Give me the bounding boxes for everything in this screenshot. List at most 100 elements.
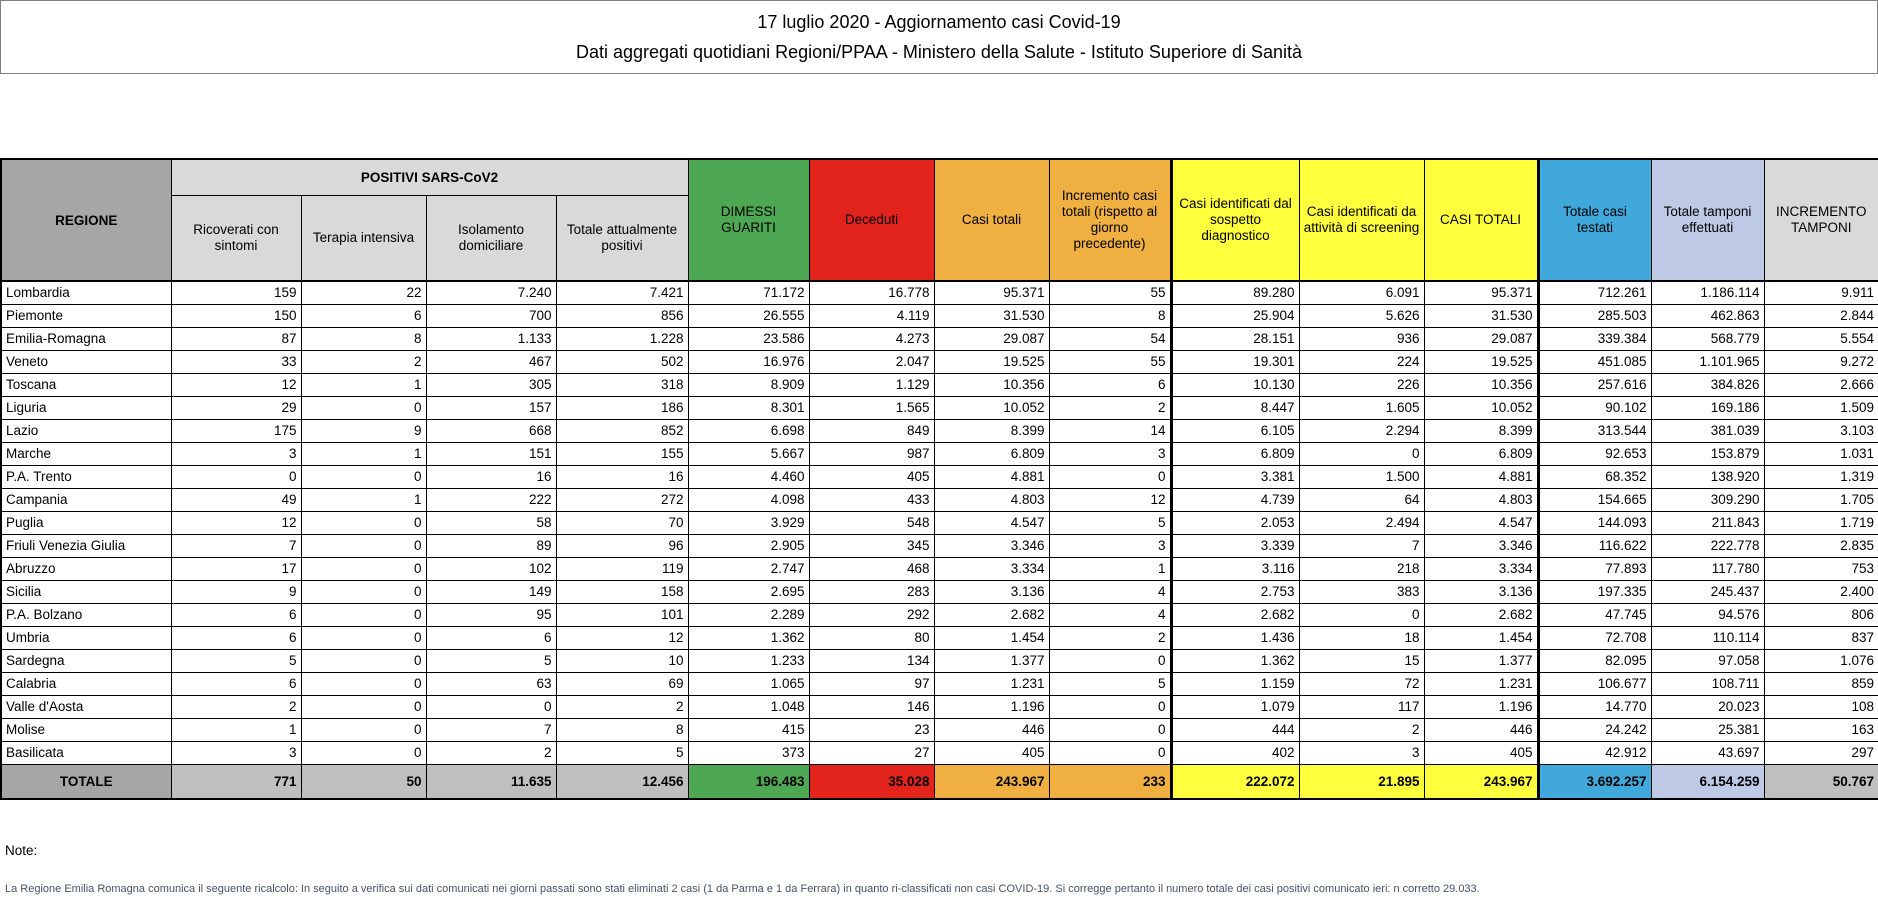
cell-region-name: Sicilia xyxy=(0,579,172,604)
cell-value: 1.076 xyxy=(1763,648,1878,673)
cell-value: 3.346 xyxy=(1423,533,1540,558)
cell-value: 2.905 xyxy=(687,533,810,558)
header-cell: Casi identificati da attività di screeni… xyxy=(1298,158,1425,282)
cell-value: 8.301 xyxy=(687,395,810,420)
cell-value: 1.454 xyxy=(933,625,1050,650)
table-footer: TOTALE 771 50 11.635 12.456 196.483 35.028 243.… xyxy=(0,763,1878,800)
cell-value: 0 xyxy=(300,625,427,650)
cell-region-name: Veneto xyxy=(0,349,172,374)
table-row: Liguria 29 0 157 186 8.301 1.565 10.052 2 8.447 1.… xyxy=(0,395,1878,420)
cell-value: 6 xyxy=(1048,372,1173,397)
cell-value: 2.289 xyxy=(687,602,810,627)
cell-value: 1.129 xyxy=(808,372,935,397)
cell-region-name: Abruzzo xyxy=(0,556,172,581)
cell-value: 1.233 xyxy=(687,648,810,673)
cell-value: 0 xyxy=(1298,602,1425,627)
cell-value: 1.565 xyxy=(808,395,935,420)
cell-value: 309.290 xyxy=(1650,487,1765,512)
cell-value: 1.719 xyxy=(1763,510,1878,535)
cell-value: 3 xyxy=(1048,533,1173,558)
cell-value: 138.920 xyxy=(1650,464,1765,489)
cell-value: 29.087 xyxy=(933,326,1050,351)
total-row: TOTALE 771 50 11.635 12.456 196.483 35.028 243.… xyxy=(0,763,1878,800)
cell-value: 700 xyxy=(425,303,557,328)
cell-value: 0 xyxy=(300,395,427,420)
cell-value: 55 xyxy=(1048,280,1173,305)
cell-value: 1 xyxy=(300,372,427,397)
cell-value: 0 xyxy=(1048,464,1173,489)
cell-value: 3 xyxy=(1048,441,1173,466)
cell-value: 5.667 xyxy=(687,441,810,466)
cell-region-name: Marche xyxy=(0,441,172,466)
cell-value: 15 xyxy=(1298,648,1425,673)
total-value: 3.692.257 xyxy=(1537,763,1652,800)
cell-value: 211.843 xyxy=(1650,510,1765,535)
header-subcell: Terapia intensiva xyxy=(300,194,427,282)
cell-value: 16.976 xyxy=(687,349,810,374)
cell-region-name: Umbria xyxy=(0,625,172,650)
cell-value: 0 xyxy=(300,464,427,489)
cell-value: 1.228 xyxy=(555,326,689,351)
header-cell: Totale casi testati xyxy=(1537,158,1652,282)
cell-value: 4.547 xyxy=(933,510,1050,535)
cell-value: 158 xyxy=(555,579,689,604)
cell-value: 95 xyxy=(425,602,557,627)
cell-value: 5 xyxy=(170,648,302,673)
cell-value: 2.053 xyxy=(1170,510,1300,535)
cell-value: 5 xyxy=(1048,671,1173,696)
cell-value: 292 xyxy=(808,602,935,627)
cell-value: 0 xyxy=(1298,441,1425,466)
cell-value: 108.711 xyxy=(1650,671,1765,696)
cell-value: 8 xyxy=(300,326,427,351)
total-value: 35.028 xyxy=(808,763,935,800)
cell-value: 4 xyxy=(1048,602,1173,627)
cell-value: 285.503 xyxy=(1537,303,1652,328)
header-cell-regione: REGIONE xyxy=(0,158,172,282)
cell-value: 373 xyxy=(687,740,810,765)
cell-value: 1.186.114 xyxy=(1650,280,1765,305)
cell-value: 31.530 xyxy=(933,303,1050,328)
cell-value: 6 xyxy=(170,671,302,696)
cell-value: 0 xyxy=(300,510,427,535)
cell-value: 1.133 xyxy=(425,326,557,351)
cell-value: 8 xyxy=(1048,303,1173,328)
cell-value: 5.626 xyxy=(1298,303,1425,328)
cell-value: 8.399 xyxy=(1423,418,1540,443)
cell-value: 283 xyxy=(808,579,935,604)
table-row: Emilia-Romagna 87 8 1.133 1.228 23.586 4.273 29… xyxy=(0,326,1878,351)
cell-value: 5 xyxy=(425,648,557,673)
cell-value: 16.778 xyxy=(808,280,935,305)
cell-value: 3.339 xyxy=(1170,533,1300,558)
report-subtitle: Dati aggregati quotidiani Regioni/PPAA -… xyxy=(575,42,1303,63)
cell-value: 117.780 xyxy=(1650,556,1765,581)
table-row: Basilicata 3 0 2 5 373 27 405 0 402 3 405 42.912 43.6… xyxy=(0,740,1878,765)
cell-value: 0 xyxy=(300,579,427,604)
cell-value: 2.666 xyxy=(1763,372,1878,397)
cell-value: 1.159 xyxy=(1170,671,1300,696)
table-row: Lazio 175 9 668 852 6.698 849 8.399 14 6.105 2.294… xyxy=(0,418,1878,443)
cell-value: 415 xyxy=(687,717,810,742)
cell-value: 2.682 xyxy=(933,602,1050,627)
cell-value: 3.346 xyxy=(933,533,1050,558)
cell-value: 383 xyxy=(1298,579,1425,604)
cell-value: 502 xyxy=(555,349,689,374)
cell-value: 446 xyxy=(933,717,1050,742)
cell-value: 3.334 xyxy=(1423,556,1540,581)
cell-value: 25.381 xyxy=(1650,717,1765,742)
cell-value: 3.334 xyxy=(933,556,1050,581)
cell-value: 10.052 xyxy=(933,395,1050,420)
cell-value: 22 xyxy=(300,280,427,305)
cell-value: 4.460 xyxy=(687,464,810,489)
cell-value: 222.778 xyxy=(1650,533,1765,558)
cell-value: 155 xyxy=(555,441,689,466)
cell-value: 2 xyxy=(1048,395,1173,420)
cell-value: 4.098 xyxy=(687,487,810,512)
cell-value: 1.454 xyxy=(1423,625,1540,650)
cell-value: 226 xyxy=(1298,372,1425,397)
cell-value: 2.695 xyxy=(687,579,810,604)
table-row: Marche 3 1 151 155 5.667 987 6.809 3 6.809 0 6.809 9… xyxy=(0,441,1878,466)
cell-value: 3 xyxy=(1298,740,1425,765)
cell-value: 9.272 xyxy=(1763,349,1878,374)
cell-value: 69 xyxy=(555,671,689,696)
cell-value: 297 xyxy=(1763,740,1878,765)
